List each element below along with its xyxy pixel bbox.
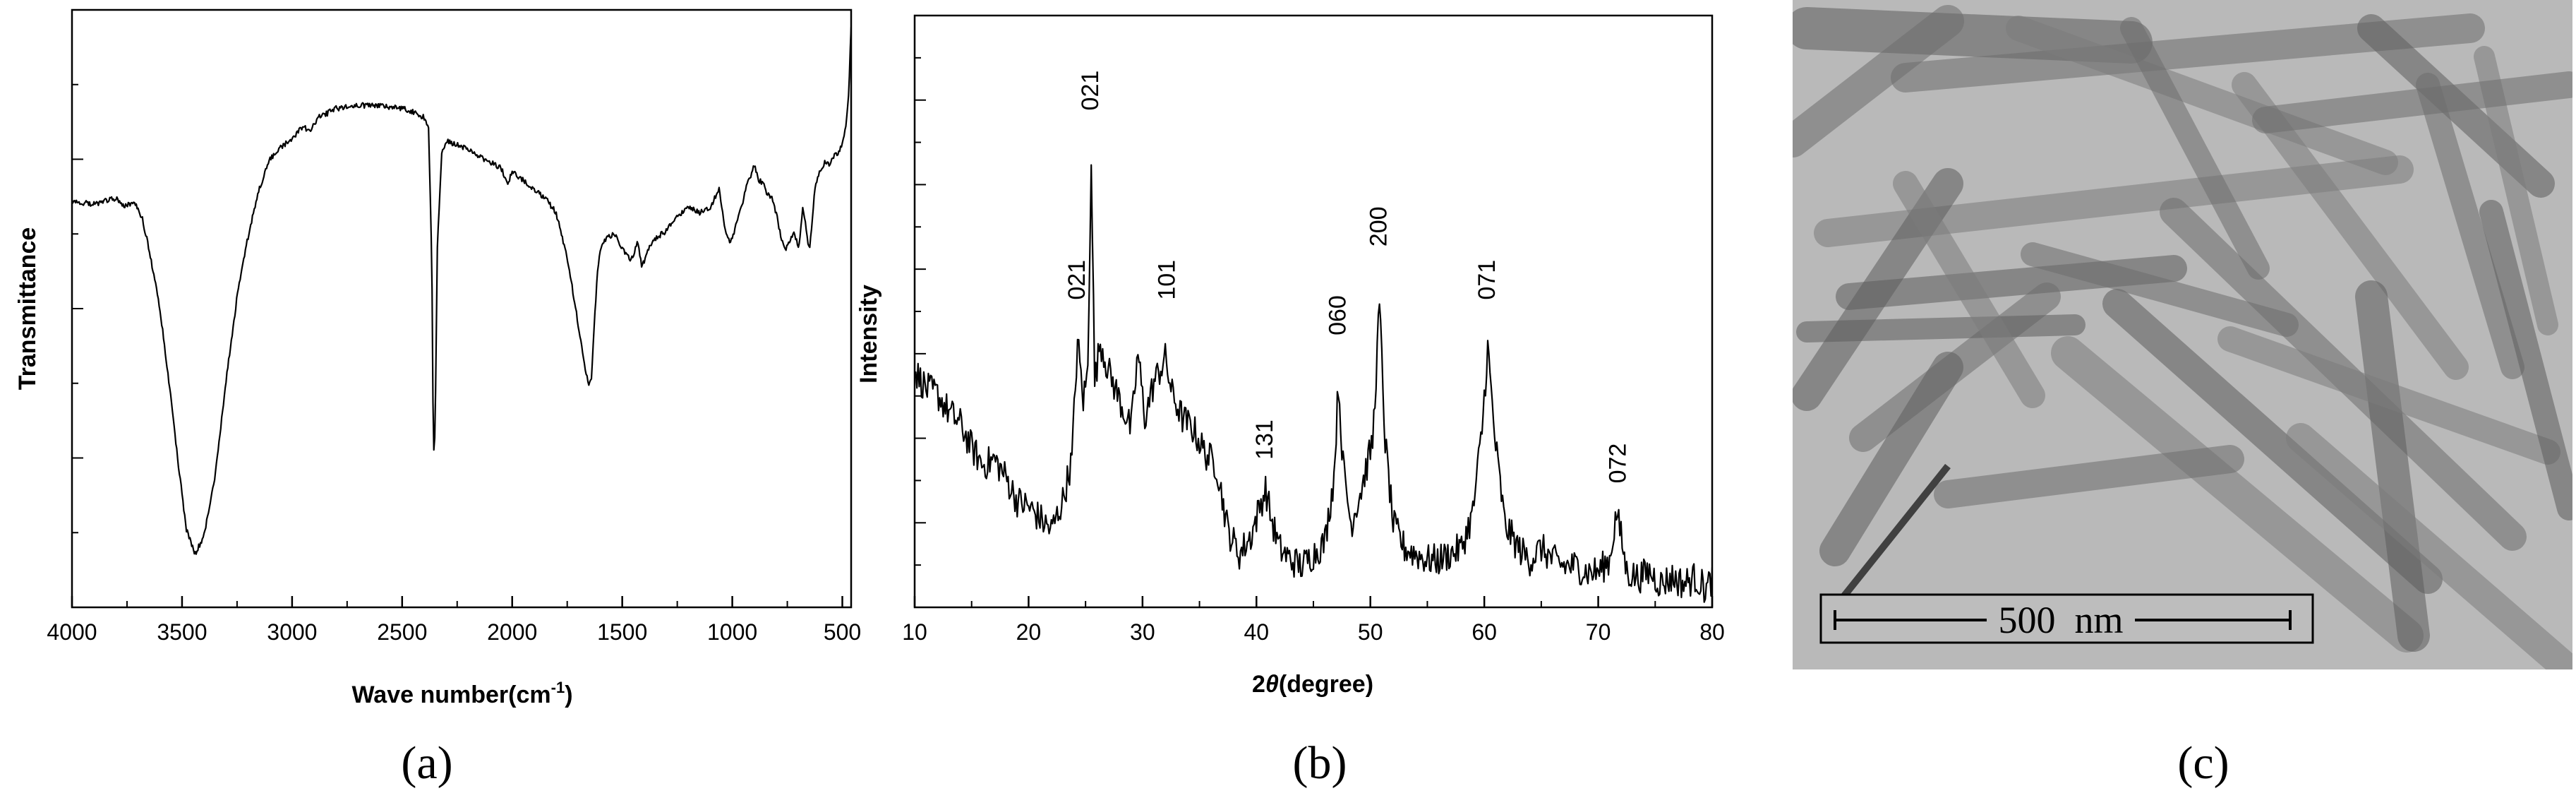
xrd-y-axis-label: Intensity	[855, 285, 882, 383]
scale-bar: 500 nm	[1819, 593, 2314, 644]
nanorod	[2286, 423, 2572, 669]
nanorod-dark	[1832, 463, 1951, 610]
nanorod	[1819, 352, 1963, 566]
peak-label-101-2: 101	[1153, 260, 1180, 300]
ftir-ticks	[71, 83, 843, 607]
xrd-series-line	[915, 164, 1712, 603]
peak-label-200-5: 200	[1366, 206, 1392, 246]
panel-label-c: (c)	[2177, 737, 2229, 789]
x-tick-label-1500: 1500	[597, 619, 647, 645]
x-tick-label-30: 30	[1130, 619, 1155, 645]
nanorod	[2252, 71, 2572, 133]
xrd-plot-frame	[913, 14, 1714, 609]
x-tick-label-80: 80	[1699, 619, 1725, 645]
tem-micrograph: 500 nm (c)	[1793, 0, 2572, 789]
nanorod	[2479, 200, 2572, 520]
ftir-series-line	[72, 27, 851, 555]
nanorod	[2355, 280, 2430, 652]
nanorod	[2021, 242, 2299, 337]
xrd-line	[915, 164, 1712, 603]
peak-label-071-6: 071	[1474, 260, 1500, 300]
scale-bar-label: 500 nm	[1998, 599, 2123, 641]
x-tick-label-3000: 3000	[267, 619, 317, 645]
xrd-peak-labels: 021 021 101 131 060 200 071 072	[1064, 71, 1632, 484]
nanorod	[2120, 17, 2270, 280]
nanorod	[2051, 336, 2424, 653]
x-tick-label-2500: 2500	[377, 619, 427, 645]
nanorod	[2416, 73, 2524, 379]
x-tick-label-10: 10	[902, 619, 927, 645]
x-tick-label-20: 20	[1016, 619, 1042, 645]
peak-label-072-7: 072	[1605, 443, 1632, 484]
xrd-ticks	[913, 56, 1714, 607]
nanorod	[1796, 314, 2086, 343]
peak-label-021-1: 021	[1077, 71, 1104, 111]
xrd-chart: 021 021 101 131 060 200 071 072 10 20 30 40 50 60 70 8…	[855, 14, 1725, 789]
nanorod	[2217, 326, 2560, 465]
peak-label-021-0: 021	[1064, 260, 1090, 300]
ftir-plot-frame	[71, 8, 853, 609]
ftir-line	[72, 27, 851, 555]
xrd-x-tick-labels: 10 20 30 40 50 60 70 80	[902, 619, 1725, 645]
nanorod	[1893, 171, 2045, 408]
x-tick-label-500: 500	[824, 619, 861, 645]
panel-label-b: (b)	[1293, 737, 1347, 789]
xrd-x-axis-label: 2θ(degree)	[1252, 671, 1373, 698]
nanorod	[1793, 5, 1964, 157]
x-tick-label-4000: 4000	[47, 619, 97, 645]
ftir-y-axis-label: Transmittance	[14, 227, 41, 391]
ftir-x-axis-label: Wave number(cm-1)	[351, 679, 572, 708]
peak-label-060-4: 060	[1325, 295, 1352, 335]
x-tick-label-40: 40	[1244, 619, 1269, 645]
x-tick-label-70: 70	[1586, 619, 1611, 645]
ftir-chart: 4000 3500 3000 2500 2000 1500 1000 500 Transmit…	[14, 8, 861, 789]
x-tick-label-50: 50	[1358, 619, 1383, 645]
nanorod	[1934, 445, 2244, 508]
nanorod	[2102, 289, 2443, 594]
x-tick-label-60: 60	[1471, 619, 1497, 645]
nanorod	[2006, 16, 2398, 175]
x-tick-label-3500: 3500	[157, 619, 207, 645]
x-tick-label-2000: 2000	[487, 619, 537, 645]
ftir-x-tick-labels: 4000 3500 3000 2500 2000 1500 1000 500	[47, 619, 861, 645]
peak-label-131-3: 131	[1251, 419, 1278, 460]
x-tick-label-1000: 1000	[707, 619, 757, 645]
panel-label-a: (a)	[401, 737, 452, 789]
tem-nanorods	[1793, 5, 2572, 669]
